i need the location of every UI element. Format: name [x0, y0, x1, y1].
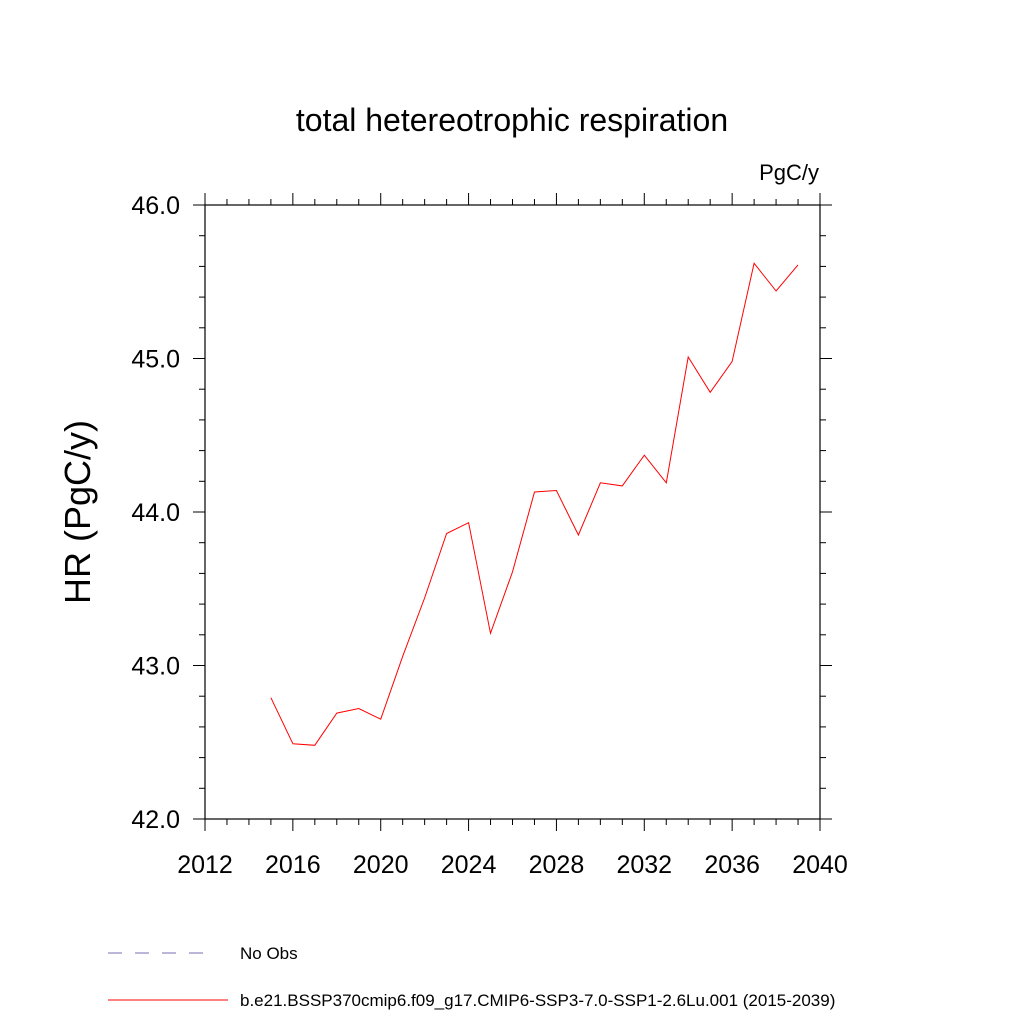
- legend: No Obs b.e21.BSSP370cmip6.f09_g17.CMIP6-…: [108, 944, 835, 1010]
- units-label: PgC/y: [759, 160, 819, 185]
- x-tick-label: 2024: [441, 851, 497, 879]
- y-tick-label: 44.0: [131, 499, 180, 527]
- series-group: [270, 262, 799, 746]
- legend-label-no-obs: No Obs: [240, 944, 298, 963]
- axis-tick-labels: 2012 2016 2020 2024 2028 2032 2036 2040 42.0 43.0…: [131, 192, 847, 879]
- plot-frame: [204, 204, 821, 820]
- y-tick-label: 43.0: [131, 653, 180, 681]
- x-tick-label: 2036: [704, 851, 760, 879]
- x-tick-label: 2040: [792, 851, 848, 879]
- y-tick-label: 42.0: [131, 806, 180, 834]
- legend-label-model: b.e21.BSSP370cmip6.f09_g17.CMIP6-SSP3-7.…: [240, 991, 835, 1010]
- x-tick-label: 2020: [353, 851, 409, 879]
- x-tick-label: 2012: [177, 851, 233, 879]
- series-line: [270, 262, 799, 746]
- x-tick-label: 2016: [265, 851, 321, 879]
- axis-ticks: [193, 193, 832, 831]
- y-axis-label: HR (PgC/y): [57, 420, 98, 604]
- chart-title: total hetereotrophic respiration: [296, 102, 728, 138]
- y-tick-label: 46.0: [131, 192, 180, 220]
- x-tick-label: 2032: [616, 851, 672, 879]
- x-tick-label: 2028: [529, 851, 585, 879]
- y-tick-label: 45.0: [131, 346, 180, 374]
